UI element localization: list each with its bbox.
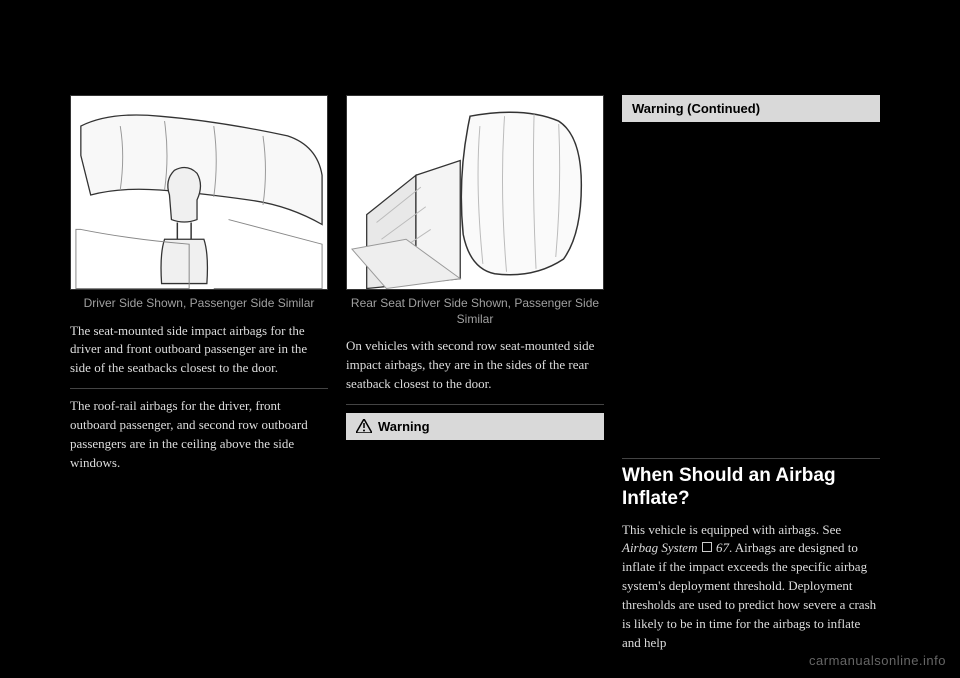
warning-box-header: Warning (346, 413, 604, 440)
figure-rear-seat-airbag (346, 95, 604, 290)
section-body-when-inflate: This vehicle is equipped with airbags. S… (622, 521, 880, 653)
warning-box-divider: Warning (346, 404, 604, 440)
rear-seat-airbag-illustration (347, 96, 603, 289)
column-1: Driver Side Shown, Passenger Side Simila… (70, 95, 328, 655)
paragraph-second-row: On vehicles with second row seat-mounted… (346, 337, 604, 394)
figure-caption-2: Rear Seat Driver Side Shown, Passenger S… (346, 296, 604, 327)
warning-triangle-icon (356, 419, 372, 433)
page-content: Driver Side Shown, Passenger Side Simila… (70, 95, 880, 655)
column-2: Rear Seat Driver Side Shown, Passenger S… (346, 95, 604, 655)
warning-body-spacer (622, 122, 880, 444)
watermark-text: carmanualsonline.info (809, 653, 946, 668)
column-3: Warning (Continued) When Should an Airba… (622, 95, 880, 655)
section-heading-when-inflate: When Should an Airbag Inflate? (622, 458, 880, 515)
roof-rail-airbag-illustration (71, 96, 327, 289)
page-ref-icon (702, 542, 712, 552)
paragraph-roof-rail: The roof-rail airbags for the driver, fr… (70, 388, 328, 472)
warning-label: Warning (378, 419, 430, 434)
warning-continued-label: Warning (Continued) (632, 101, 760, 116)
figure-roof-rail-airbag (70, 95, 328, 290)
figure-caption-1: Driver Side Shown, Passenger Side Simila… (70, 296, 328, 312)
body-post: . Airbags are designed to inflate if the… (622, 540, 876, 649)
paragraph-seat-mounted: The seat-mounted side impact airbags for… (70, 322, 328, 379)
xref-page-number[interactable]: 67 (716, 540, 729, 555)
warning-continued-header: Warning (Continued) (622, 95, 880, 122)
body-pre: This vehicle is equipped with airbags. S… (622, 522, 841, 537)
xref-airbag-system[interactable]: Airbag System (622, 540, 697, 555)
